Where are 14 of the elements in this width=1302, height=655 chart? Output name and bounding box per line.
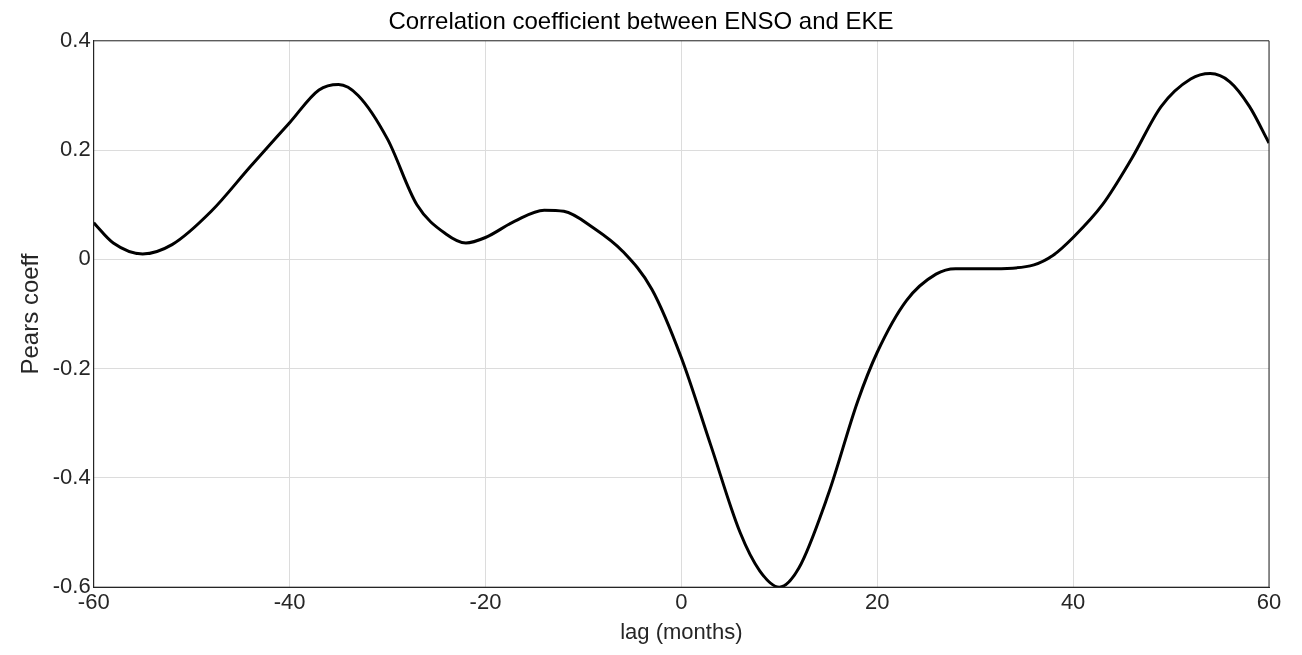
x-tick-label: 0 [675,589,688,615]
y-tick-label: 0.2 [60,136,91,162]
x-tick-label: -20 [469,589,502,615]
y-tick-label: 0.4 [60,26,91,52]
y-tick-label: -0.4 [52,463,91,489]
x-tick-label: 40 [1060,589,1086,615]
y-tick-label: 0 [78,245,91,271]
x-tick-label: -40 [273,589,306,615]
x-tick-label: 60 [1256,589,1282,615]
y-tick-label: -0.2 [52,354,91,380]
y-axis-title: Pears coeff [16,253,44,375]
chart-title: Correlation coefficient between ENSO and EKE [388,7,894,35]
x-axis-title: lag (months) [620,618,743,644]
x-tick-label: 20 [864,589,890,615]
